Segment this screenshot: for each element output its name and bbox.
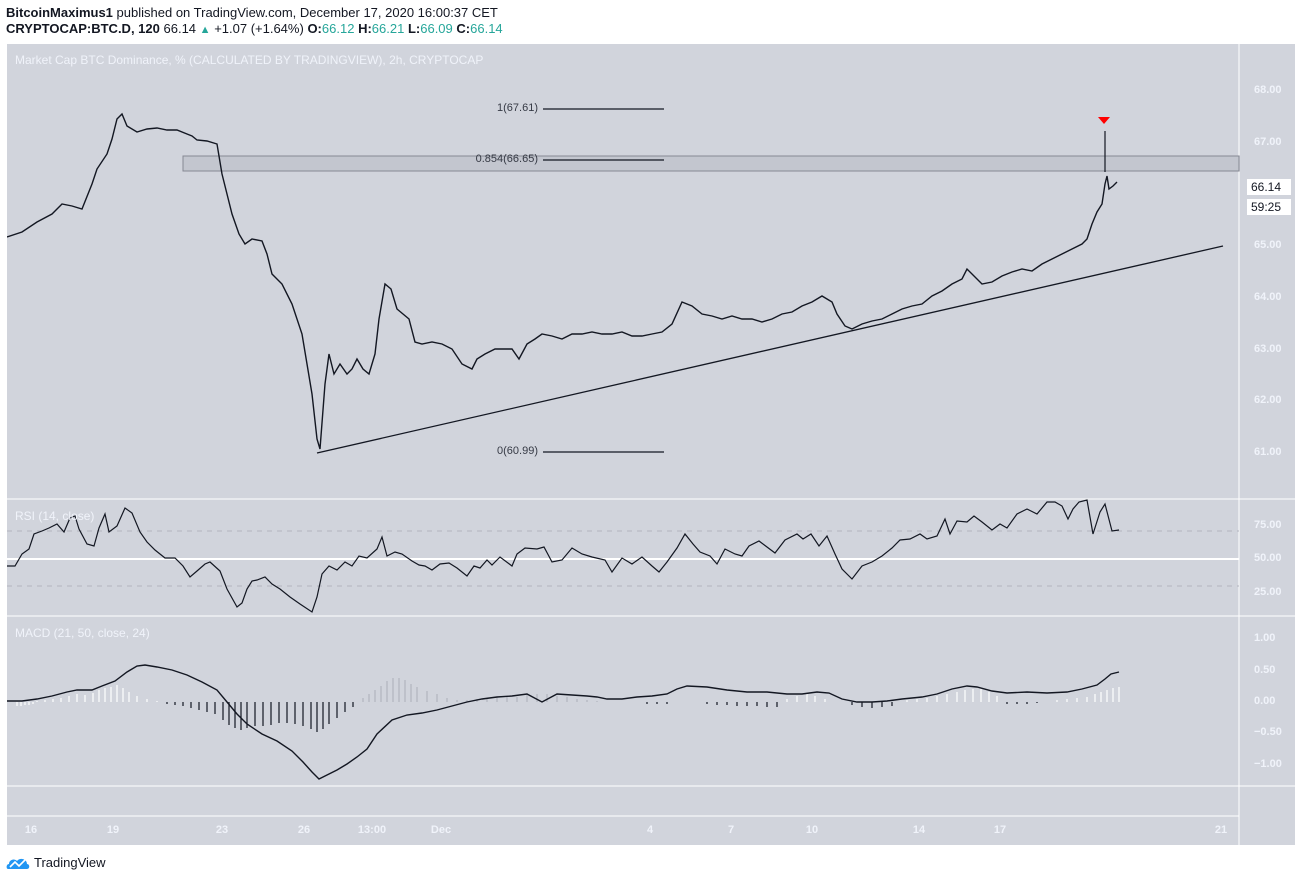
macd-tick: 0.00 <box>1254 695 1276 707</box>
rsi-pane-title: RSI (14, close) <box>15 509 95 523</box>
close-value: 66.14 <box>470 21 503 36</box>
symbol-interval: CRYPTOCAP:BTC.D, 120 <box>6 21 160 36</box>
up-triangle-icon: ▲ <box>199 24 211 36</box>
ascending-trendline[interactable] <box>316 245 1224 454</box>
time-tick: Dec <box>430 824 452 836</box>
last-price: 66.14 <box>163 21 197 36</box>
fib-label-0: 0(60.99) <box>497 445 538 457</box>
low-label: L: <box>407 21 421 36</box>
macd-tick: 0.50 <box>1254 664 1276 676</box>
chart-area[interactable]: Market Cap BTC Dominance, % (CALCULATED … <box>7 44 1295 845</box>
price-tick: 63.00 <box>1254 343 1282 355</box>
fib-label-1: 1(67.61) <box>497 102 538 114</box>
tradingview-logo-icon <box>6 858 30 869</box>
main-pane-title: Market Cap BTC Dominance, % (CALCULATED … <box>15 53 484 67</box>
time-tick: 21 <box>1214 824 1228 836</box>
price-tick: 64.00 <box>1254 291 1282 303</box>
time-tick: 23 <box>215 824 229 836</box>
author-name[interactable]: BitcoinMaximus1 <box>6 5 113 20</box>
price-tick: 61.00 <box>1254 446 1282 458</box>
time-tick: 7 <box>727 824 735 836</box>
publish-info: BitcoinMaximus1 published on TradingView… <box>6 5 498 20</box>
macd-tick: −0.50 <box>1254 726 1282 738</box>
brand-name: TradingView <box>34 855 106 870</box>
rsi-tick: 25.00 <box>1254 586 1282 598</box>
close-label: C: <box>456 21 471 36</box>
open-label: O: <box>307 21 322 36</box>
time-tick: 17 <box>993 824 1007 836</box>
open-value: 66.12 <box>321 21 355 36</box>
rsi-series <box>7 499 1120 613</box>
rsi-tick: 75.00 <box>1254 519 1282 531</box>
price-tick: 62.00 <box>1254 394 1282 406</box>
macd-tick: −1.00 <box>1254 758 1282 770</box>
price-change: +1.07 (+1.64%) <box>214 21 304 36</box>
symbol-legend: CRYPTOCAP:BTC.D, 120 66.14 ▲ +1.07 (+1.6… <box>6 21 503 36</box>
time-tick: 13:00 <box>357 824 387 836</box>
rsi-tick: 50.00 <box>1254 552 1282 564</box>
price-tick: 68.00 <box>1254 84 1282 96</box>
time-tick: 19 <box>106 824 120 836</box>
last-price-tag: 66.14 <box>1247 179 1291 195</box>
high-value: 66.21 <box>371 21 405 36</box>
macd-tick: 1.00 <box>1254 632 1276 644</box>
arrow-down-marker-icon[interactable] <box>1098 117 1110 124</box>
macd-histogram <box>16 678 1120 732</box>
time-tick: 14 <box>912 824 926 836</box>
chart-canvas[interactable] <box>7 44 1295 845</box>
price-tick: 67.00 <box>1254 136 1282 148</box>
low-value: 66.09 <box>420 21 453 36</box>
price-series <box>7 112 1118 450</box>
macd-pane-title: MACD (21, 50, close, 24) <box>15 626 150 640</box>
macd-series <box>7 664 1120 780</box>
published-text: published on TradingView.com, December 1… <box>116 5 498 20</box>
fib-label-0854: 0.854(66.65) <box>475 153 538 165</box>
time-tick: 4 <box>646 824 654 836</box>
price-tick: 65.00 <box>1254 239 1282 251</box>
time-tick: 16 <box>24 824 38 836</box>
time-tick: 26 <box>297 824 311 836</box>
bar-countdown-tag: 59:25 <box>1247 199 1291 215</box>
time-tick: 10 <box>805 824 819 836</box>
high-label: H: <box>358 21 372 36</box>
resistance-zone[interactable] <box>182 155 1240 172</box>
tradingview-branding[interactable]: TradingView <box>6 855 106 870</box>
